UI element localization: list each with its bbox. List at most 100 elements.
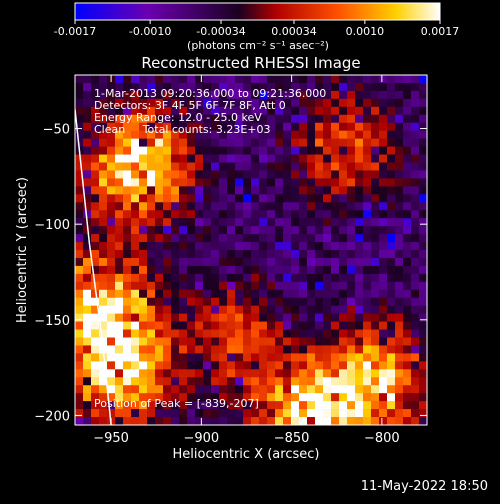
heatmap-cell xyxy=(299,98,308,108)
heatmap-cell xyxy=(243,409,252,418)
heatmap-cell xyxy=(355,313,364,322)
heatmap-cell xyxy=(403,154,412,163)
heatmap-cell xyxy=(363,75,372,84)
heatmap-cell xyxy=(251,409,260,418)
heatmap-cell xyxy=(211,289,220,299)
heatmap-cell xyxy=(283,218,292,227)
heatmap-cell xyxy=(227,98,236,108)
heatmap-cell xyxy=(171,417,180,425)
heatmap-cell xyxy=(107,250,116,259)
heatmap-cell xyxy=(195,289,204,299)
heatmap-cell xyxy=(187,401,196,410)
heatmap-cell xyxy=(147,417,156,425)
heatmap-cell xyxy=(211,345,220,354)
heatmap-cell xyxy=(147,385,156,394)
heatmap-cell xyxy=(171,273,180,283)
heatmap-cell xyxy=(323,281,332,291)
heatmap-cell xyxy=(131,234,140,243)
heatmap-cell xyxy=(219,377,228,386)
heatmap-cell xyxy=(363,146,372,155)
heatmap-cell xyxy=(211,385,220,394)
heatmap-cell xyxy=(139,226,148,235)
heatmap-cell xyxy=(315,194,324,203)
heatmap-cell xyxy=(331,122,340,131)
heatmap-cell xyxy=(107,202,116,211)
heatmap-cell xyxy=(171,281,180,291)
heatmap-cell xyxy=(235,234,244,243)
heatmap-cell xyxy=(403,170,412,179)
heatmap-cell xyxy=(91,90,100,100)
heatmap-cell xyxy=(339,417,348,425)
heatmap-cell xyxy=(163,90,172,100)
heatmap-cell xyxy=(203,122,212,131)
heatmap-cell xyxy=(387,154,396,163)
heatmap-cell xyxy=(195,250,204,259)
heatmap-cell xyxy=(267,297,276,306)
colorbar-tick-label: -0.00034 xyxy=(196,25,245,38)
heatmap-cell xyxy=(211,75,220,84)
heatmap-cell xyxy=(307,353,316,362)
heatmap-cell xyxy=(395,353,404,362)
heatmap-cell xyxy=(147,202,156,211)
heatmap-cell xyxy=(251,242,260,251)
heatmap-cell xyxy=(211,226,220,235)
heatmap-cell xyxy=(355,75,364,84)
heatmap-cell xyxy=(275,337,284,346)
heatmap-cell xyxy=(139,377,148,386)
heatmap-cell xyxy=(411,178,420,187)
heatmap-cell xyxy=(171,329,180,338)
heatmap-cell xyxy=(91,75,100,84)
heatmap-cell xyxy=(147,186,156,195)
heatmap-cell xyxy=(99,353,108,362)
heatmap-cell xyxy=(251,98,260,108)
heatmap-cell xyxy=(299,82,308,92)
heatmap-cell xyxy=(403,353,412,362)
heatmap-cell xyxy=(131,337,140,346)
heatmap-cell xyxy=(203,106,212,116)
heatmap-cell xyxy=(347,218,356,227)
heatmap-cell xyxy=(251,337,260,346)
heatmap-cell xyxy=(107,305,116,314)
heatmap-cell xyxy=(419,154,427,163)
heatmap-cell xyxy=(339,393,348,402)
heatmap-cell xyxy=(155,194,164,203)
heatmap-cell xyxy=(83,297,92,306)
heatmap-cell xyxy=(379,138,388,147)
heatmap-cell xyxy=(211,194,220,203)
heatmap-cell xyxy=(275,170,284,179)
heatmap-cell xyxy=(115,186,124,195)
heatmap-cell xyxy=(291,257,300,267)
heatmap-cell xyxy=(371,353,380,362)
heatmap-cell xyxy=(83,417,92,425)
heatmap-cell xyxy=(251,377,260,386)
heatmap-cell xyxy=(171,289,180,299)
heatmap-cell xyxy=(419,321,427,330)
heatmap-cell xyxy=(267,361,276,370)
heatmap-cell xyxy=(395,393,404,402)
heatmap-cell xyxy=(115,401,124,410)
heatmap-cell xyxy=(131,82,140,92)
heatmap-cell xyxy=(131,361,140,370)
heatmap-cell xyxy=(347,250,356,259)
heatmap-cell xyxy=(187,377,196,386)
heatmap-cell xyxy=(299,297,308,306)
heatmap-cell xyxy=(219,154,228,163)
x-axis-label: Heliocentric X (arcsec) xyxy=(173,447,320,462)
heatmap-cell xyxy=(355,242,364,251)
heatmap-cell xyxy=(75,377,84,386)
heatmap-cell xyxy=(187,385,196,394)
heatmap-cell xyxy=(227,313,236,322)
heatmap-cell xyxy=(99,281,108,291)
heatmap-cell xyxy=(291,130,300,139)
heatmap-cell xyxy=(299,106,308,116)
heatmap-cell xyxy=(131,281,140,291)
heatmap-cell xyxy=(179,401,188,410)
heatmap-cell xyxy=(179,170,188,179)
heatmap-cell xyxy=(299,385,308,394)
heatmap-cell xyxy=(323,170,332,179)
heatmap-cell xyxy=(267,273,276,283)
heatmap-cell xyxy=(315,321,324,330)
heatmap-cell xyxy=(403,186,412,195)
heatmap-cell xyxy=(411,385,420,394)
heatmap-cell xyxy=(179,257,188,267)
